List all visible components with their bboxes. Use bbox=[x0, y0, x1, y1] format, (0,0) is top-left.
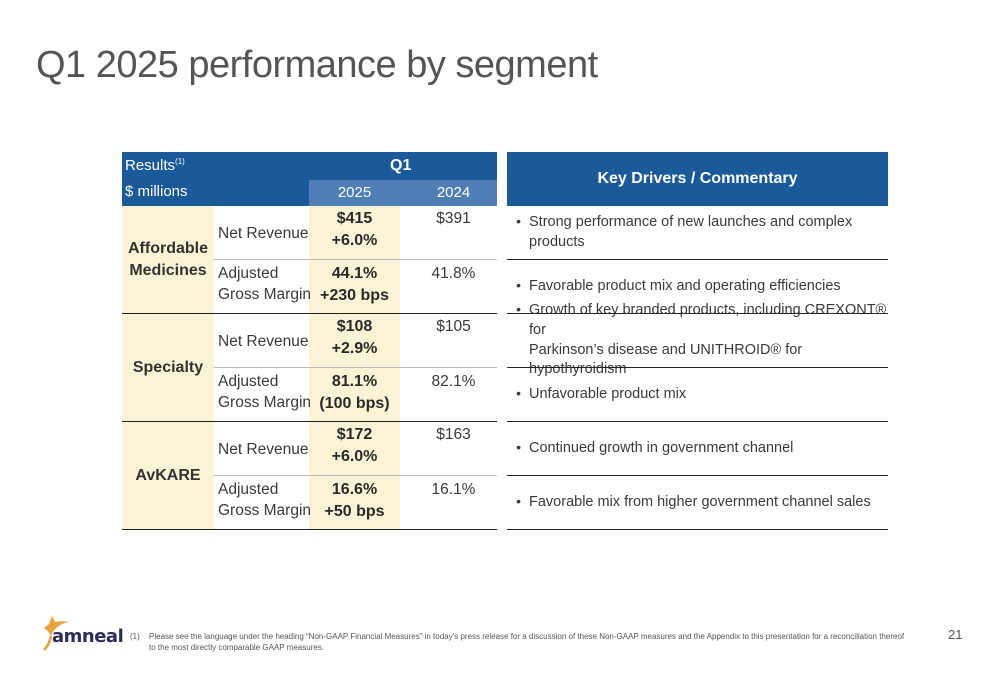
segment-avkare: AvKARE bbox=[122, 422, 214, 529]
year-header-bar bbox=[309, 180, 497, 206]
bullet-icon: • bbox=[516, 492, 521, 509]
prior-value: 82.1% bbox=[431, 373, 476, 390]
current-value: 81.1% (100 bps) bbox=[319, 373, 390, 413]
commentary-item: • Growth of key branded products, includi… bbox=[507, 301, 888, 377]
commentary-item: • Favorable product mix and operating eff… bbox=[507, 260, 888, 313]
current-value: 44.1% +230 bps bbox=[320, 265, 389, 305]
page-title: Q1 2025 performance by segment bbox=[36, 44, 598, 86]
commentary-item: • Favorable mix from higher government ch… bbox=[507, 476, 888, 529]
current-value: $415 +6.0% bbox=[331, 210, 378, 250]
commentary-text: Favorable mix from higher government cha… bbox=[529, 493, 871, 510]
logo-wordmark: amneal bbox=[52, 626, 124, 647]
segment-affordable-medicines: Affordable Medicines bbox=[122, 206, 214, 313]
segment-divider bbox=[122, 421, 497, 422]
row-divider bbox=[214, 475, 497, 476]
metric-label: Adjusted Gross Margin bbox=[218, 481, 312, 519]
period-label: Q1 bbox=[390, 157, 412, 174]
segment-divider bbox=[122, 313, 497, 314]
results-label: Results(1) bbox=[125, 157, 185, 174]
units-label: $ millions bbox=[125, 183, 188, 200]
metric-label: Net Revenue bbox=[218, 333, 309, 350]
col-prior-year: 2024 bbox=[436, 184, 471, 201]
prior-value: 16.1% bbox=[431, 481, 476, 498]
bullet-icon: • bbox=[516, 438, 521, 455]
footnote-marker: (1) bbox=[130, 632, 140, 641]
current-value: 16.6% +50 bps bbox=[324, 481, 385, 521]
bullet-icon: • bbox=[516, 212, 521, 229]
metric-label: Net Revenue bbox=[218, 225, 309, 242]
commentary-text: Continued growth in government channel bbox=[529, 439, 794, 456]
bullet-icon: • bbox=[516, 276, 521, 293]
page-number: 21 bbox=[948, 627, 963, 642]
bullet-icon: • bbox=[516, 301, 521, 318]
footnote-text: Please see the language under the headin… bbox=[149, 632, 905, 652]
row-divider bbox=[214, 367, 497, 368]
commentary-item: • Unfavorable product mix bbox=[507, 368, 888, 421]
col-current-year: 2025 bbox=[337, 184, 372, 201]
current-value: $108 +2.9% bbox=[331, 318, 378, 358]
amneal-logo-icon bbox=[43, 616, 68, 651]
row-divider bbox=[507, 475, 888, 476]
prior-value: 41.8% bbox=[431, 265, 476, 282]
commentary-text: Growth of key branded products, includin… bbox=[529, 302, 887, 378]
commentary-item: • Strong performance of new launches and … bbox=[507, 206, 888, 259]
bullet-icon: • bbox=[516, 384, 521, 401]
metric-label: Net Revenue bbox=[218, 441, 309, 458]
commentary-text: Strong performance of new launches and c… bbox=[529, 213, 853, 250]
row-divider bbox=[507, 421, 888, 422]
prior-value: $391 bbox=[436, 210, 471, 227]
row-divider bbox=[214, 259, 497, 260]
results-header-bar bbox=[122, 152, 497, 180]
commentary-item: • Continued growth in government channel bbox=[507, 422, 888, 475]
commentary-header: Key Drivers / Commentary bbox=[507, 152, 888, 206]
row-divider bbox=[507, 367, 888, 368]
row-divider bbox=[507, 313, 888, 314]
table-bottom-rule bbox=[122, 529, 497, 530]
table-bottom-rule bbox=[507, 529, 888, 530]
commentary-text: Favorable product mix and operating effi… bbox=[529, 277, 841, 294]
segment-specialty: Specialty bbox=[122, 314, 214, 421]
prior-value: $163 bbox=[436, 426, 471, 443]
commentary-text: Unfavorable product mix bbox=[529, 385, 687, 402]
metric-label: Adjusted Gross Margin bbox=[218, 373, 312, 411]
prior-value: $105 bbox=[436, 318, 471, 335]
current-value: $172 +6.0% bbox=[331, 426, 378, 466]
metric-label: Adjusted Gross Margin bbox=[218, 265, 312, 303]
row-divider bbox=[507, 259, 888, 260]
results-footnote-ref: (1) bbox=[175, 157, 185, 166]
